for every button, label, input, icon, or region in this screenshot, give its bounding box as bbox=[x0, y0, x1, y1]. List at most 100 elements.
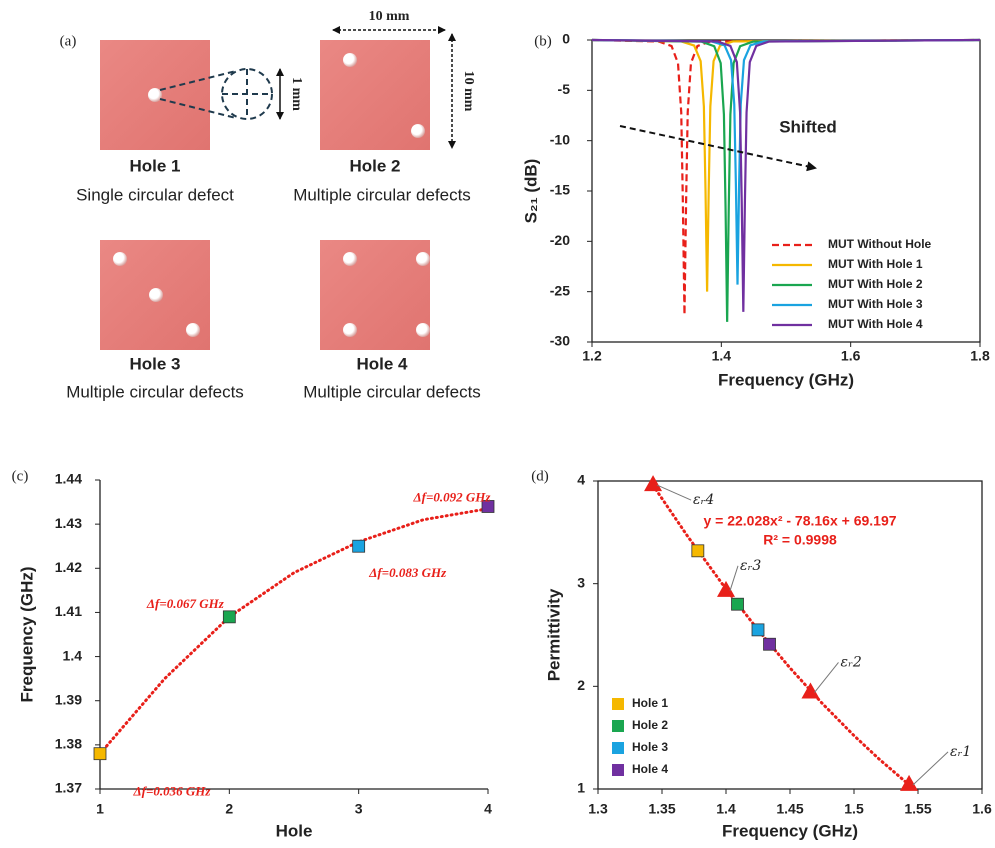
legend-label: MUT With Hole 3 bbox=[828, 297, 923, 311]
y-tick-label: 1.39 bbox=[55, 691, 82, 707]
sample-title: Hole 3 bbox=[129, 354, 180, 373]
sample-title: Hole 4 bbox=[356, 354, 408, 373]
legend-swatch bbox=[612, 698, 624, 710]
point-label: Δf=0.067 GHz bbox=[146, 596, 225, 611]
y-tick-label: 1.38 bbox=[55, 736, 82, 752]
sample bbox=[320, 240, 430, 350]
dimension-label: 1 mm bbox=[289, 77, 304, 111]
legend-label: Hole 4 bbox=[632, 762, 668, 776]
x-tick-label: 4 bbox=[484, 801, 492, 817]
x-tick-label: 1.6 bbox=[972, 801, 992, 817]
legend-label: MUT Without Hole bbox=[828, 237, 932, 251]
x-tick-label: 1.5 bbox=[844, 801, 864, 817]
callout-line bbox=[730, 566, 738, 591]
square-marker bbox=[94, 748, 106, 760]
equation: y = 22.028x² - 78.16x + 69.197 bbox=[703, 513, 896, 529]
y-tick-label: 1.37 bbox=[55, 780, 82, 796]
y-tick-label: 2 bbox=[577, 677, 585, 693]
y-tick-label: 1.4 bbox=[63, 647, 83, 663]
panel-label: (a) bbox=[60, 33, 77, 49]
equation: R² = 0.9998 bbox=[763, 532, 837, 548]
x-tick-label: 1.55 bbox=[904, 801, 931, 817]
y-tick-label: 1.42 bbox=[55, 559, 82, 575]
y-tick-label: 1.41 bbox=[55, 603, 82, 619]
y-tick-label: 1 bbox=[577, 780, 585, 796]
trendline bbox=[653, 485, 909, 784]
chart-panel: (b) 0 -5 -10 -15 -20 -25 -30 1.2 1.4 1.6 1.8 Frequen… bbox=[521, 31, 989, 390]
point-label: Δf=0.092 GHz bbox=[413, 489, 492, 504]
y-axis-title: Frequency (GHz) bbox=[17, 566, 36, 702]
dimension-label: 10 mm bbox=[461, 71, 476, 112]
point-label: εᵣ2 bbox=[840, 654, 861, 670]
y-tick-label: 1.43 bbox=[55, 515, 82, 531]
legend-label: Hole 2 bbox=[632, 718, 668, 732]
panel-a: (a) 1 mm 10 mm 10 mm Hole 1 Single circu… bbox=[60, 9, 481, 401]
x-axis-title: Frequency (GHz) bbox=[718, 370, 854, 389]
square-marker bbox=[752, 624, 764, 636]
sample-caption: Multiple circular defects bbox=[303, 382, 481, 401]
legend-label: Hole 3 bbox=[632, 740, 668, 754]
line-series bbox=[592, 40, 980, 315]
panel-label: (d) bbox=[531, 468, 549, 484]
y-tick-label: 1.44 bbox=[55, 471, 82, 487]
panel-label: (c) bbox=[12, 468, 29, 484]
x-tick-label: 1.45 bbox=[776, 801, 803, 817]
trendline bbox=[100, 509, 488, 754]
legend-label: MUT With Hole 1 bbox=[828, 257, 923, 271]
y-tick-label: 3 bbox=[577, 574, 585, 590]
legend-swatch bbox=[612, 764, 624, 776]
y-tick-label: 4 bbox=[577, 472, 585, 488]
sample-caption: Multiple circular defects bbox=[66, 382, 244, 401]
y-tick-label: 0 bbox=[562, 31, 570, 47]
y-axis-title: Permittivity bbox=[544, 588, 563, 681]
square-marker bbox=[353, 540, 365, 552]
x-tick-label: 2 bbox=[225, 801, 233, 817]
y-tick-label: -20 bbox=[550, 232, 570, 248]
square-marker bbox=[692, 545, 704, 557]
x-tick-label: 1.3 bbox=[588, 801, 608, 817]
legend-label: Hole 1 bbox=[632, 696, 668, 710]
sample-title: Hole 2 bbox=[349, 156, 400, 175]
chart-panel: (c) 1.37 1.38 1.39 1.4 1.41 1.42 1.43 1.44 1 2 3 4 Ho… bbox=[12, 468, 494, 840]
x-axis-title: Frequency (GHz) bbox=[722, 821, 858, 840]
point-label: Δf=0.036 GHz bbox=[133, 784, 212, 799]
dimension-label: 10 mm bbox=[369, 9, 410, 24]
callout-line bbox=[814, 662, 838, 692]
panel-label: (b) bbox=[534, 33, 552, 49]
x-tick-label: 1.4 bbox=[712, 348, 732, 364]
y-axis-title: S₂₁ (dB) bbox=[521, 159, 540, 224]
point-label: εᵣ1 bbox=[950, 744, 971, 760]
x-tick-label: 1 bbox=[96, 801, 104, 817]
x-axis-title: Hole bbox=[276, 821, 313, 840]
square-marker bbox=[764, 638, 776, 650]
square-marker bbox=[732, 598, 744, 610]
point-label: εᵣ4 bbox=[693, 492, 714, 508]
sample-title: Hole 1 bbox=[129, 156, 180, 175]
x-tick-label: 1.35 bbox=[648, 801, 675, 817]
sample-caption: Multiple circular defects bbox=[293, 185, 471, 204]
legend-swatch bbox=[612, 720, 624, 732]
legend-swatch bbox=[612, 742, 624, 754]
y-tick-label: -10 bbox=[550, 131, 570, 147]
point-label: Δf=0.083 GHz bbox=[368, 565, 447, 580]
annotation: Shifted bbox=[779, 117, 837, 136]
y-tick-label: -15 bbox=[550, 182, 570, 198]
triangle-marker bbox=[644, 475, 662, 491]
x-tick-label: 1.8 bbox=[970, 348, 990, 364]
x-tick-label: 3 bbox=[355, 801, 363, 817]
square-marker bbox=[223, 611, 235, 623]
line-series bbox=[592, 40, 980, 292]
sample-caption: Single circular defect bbox=[76, 185, 234, 204]
y-tick-label: -5 bbox=[558, 81, 571, 97]
chart-panel: (d) 1 2 3 4 1.3 1.35 1.4 1.45 1.5 1.55 1.6 Frequency… bbox=[531, 468, 992, 840]
y-tick-label: -25 bbox=[550, 282, 570, 298]
x-tick-label: 1.6 bbox=[841, 348, 861, 364]
figure: (a) 1 mm 10 mm 10 mm Hole 1 Single circu… bbox=[0, 0, 995, 848]
point-label: εᵣ3 bbox=[740, 558, 761, 574]
callout-line bbox=[913, 752, 948, 785]
x-tick-label: 1.4 bbox=[716, 801, 736, 817]
x-tick-label: 1.2 bbox=[582, 348, 602, 364]
legend-label: MUT With Hole 4 bbox=[828, 317, 923, 331]
legend-label: MUT With Hole 2 bbox=[828, 277, 923, 291]
y-tick-label: -30 bbox=[550, 333, 570, 349]
